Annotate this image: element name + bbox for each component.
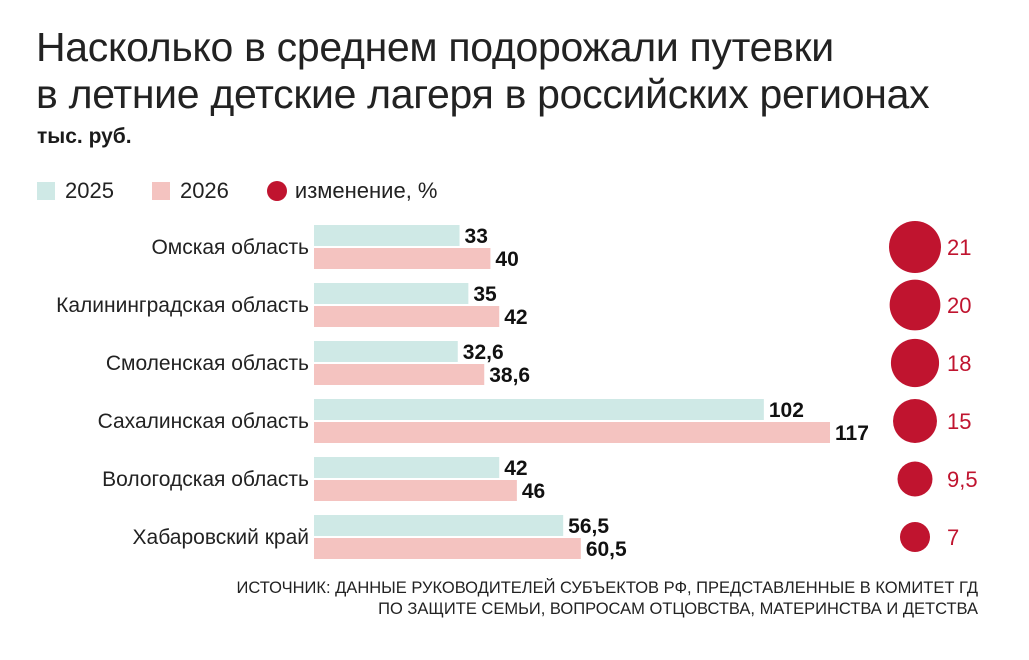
bar-2025: [314, 399, 764, 420]
chart-title-line-1: Насколько в среднем подорожали путевки: [36, 24, 834, 70]
legend: 2025 2026 изменение, %: [37, 176, 476, 206]
source-line-1: Источник: данные руководителей субъектов…: [236, 579, 978, 597]
change-dot: [890, 338, 940, 388]
legend-label-2026: 2026: [179, 178, 229, 203]
change-label: 9,5: [947, 467, 978, 492]
bar-2026: [314, 422, 830, 443]
unit-label: тыс. руб.: [37, 125, 132, 148]
data-label-2025: 102: [769, 399, 804, 422]
change-dot: [893, 399, 937, 443]
category-label: Смоленская область: [106, 352, 309, 375]
data-label-2025: 42: [504, 457, 527, 480]
change-dot: [889, 221, 941, 273]
legend-dot-change: [266, 181, 287, 201]
legend-label-change: изменение, %: [294, 178, 438, 203]
bar-2026: [314, 480, 517, 501]
bar-2025: [314, 283, 469, 304]
source-note: Источник: данные руководителей субъектов…: [218, 578, 978, 620]
bar-2025: [314, 341, 458, 362]
bar-2026: [314, 364, 485, 385]
change-dot: [897, 461, 933, 497]
legend-label-2025: 2025: [65, 178, 114, 203]
change-dot: [899, 521, 931, 553]
legend-item-2025: 2025: [37, 178, 114, 204]
data-label-2025: 32,6: [463, 341, 504, 364]
legend-item-2026: 2026: [151, 178, 229, 204]
data-label-2025: 35: [473, 283, 497, 306]
data-label-2026: 60,5: [586, 538, 627, 561]
change-label: 7: [947, 525, 959, 550]
legend-swatch-2026: [151, 182, 170, 200]
bar-2025: [314, 225, 460, 246]
data-label-2025: 33: [465, 225, 488, 248]
change-label: 21: [947, 235, 971, 260]
bar-2026: [314, 306, 500, 327]
data-label-2026: 117: [835, 422, 869, 445]
data-label-2026: 40: [495, 248, 518, 271]
category-label: Омская область: [151, 236, 309, 259]
chart-title-line-2: в летние детские лагеря в российских рег…: [36, 71, 930, 117]
category-label: Хабаровский край: [133, 526, 309, 549]
bar-2026: [314, 538, 581, 559]
data-label-2025: 56,5: [568, 515, 609, 538]
bar-2026: [314, 248, 491, 269]
category-label: Калининградская область: [56, 294, 309, 317]
change-dot: [889, 279, 941, 331]
data-label-2026: 42: [504, 306, 527, 329]
bar-2025: [314, 515, 564, 536]
change-label: 20: [947, 293, 971, 318]
legend-swatch-2025: [37, 182, 55, 200]
data-label-2026: 46: [522, 480, 545, 503]
bar-2025: [314, 457, 500, 478]
category-label: Вологодская область: [102, 468, 309, 491]
chart-title: Насколько в среднем подорожали путевки в…: [36, 24, 996, 118]
category-label: Сахалинская область: [98, 410, 309, 433]
change-label: 18: [947, 351, 971, 376]
source-line-2: по защите семьи, вопросам отцовства, мат…: [378, 600, 978, 618]
legend-item-change: изменение, %: [266, 178, 438, 204]
change-label: 15: [947, 409, 971, 434]
data-label-2026: 38,6: [489, 364, 530, 387]
